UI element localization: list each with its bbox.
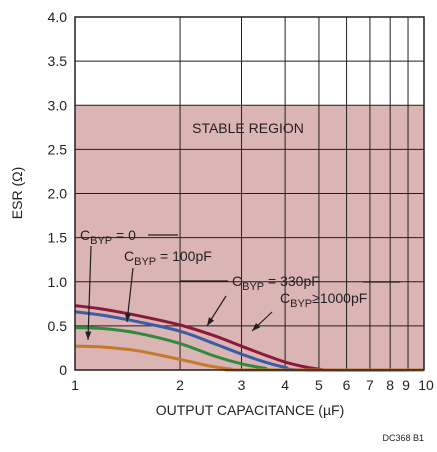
- x-tick-label: 4: [281, 377, 289, 393]
- y-tick-label: 2.5: [48, 141, 68, 157]
- y-axis-title: ESR (Ω): [9, 167, 25, 219]
- x-tick-label: 5: [315, 377, 323, 393]
- x-tick-label: 8: [386, 377, 394, 393]
- y-tick-label: 1.5: [48, 230, 68, 246]
- x-axis-title: OUTPUT CAPACITANCE (µF): [156, 402, 345, 418]
- x-tick-label: 2: [176, 377, 184, 393]
- y-tick-label: 3.5: [48, 53, 68, 69]
- stable-region-label: STABLE REGION: [192, 120, 304, 136]
- arrow-head: [124, 313, 132, 322]
- annotation-cbyp-0: CBYP = 0: [80, 227, 136, 247]
- svg-text:CBYP = 0: CBYP = 0: [80, 227, 136, 247]
- y-tick-label: 3.0: [48, 97, 68, 113]
- y-tick-label: 2.0: [48, 186, 68, 202]
- x-tick-label: 6: [343, 377, 351, 393]
- x-tick-label: 10: [418, 377, 434, 393]
- y-tick-label: 1.0: [48, 274, 68, 290]
- tick-labels: 1 2 3 4 5 6 7 8 9 10 0 0.5 1.0 1.5 2.0 2.5 3.0 3.5 4.0: [48, 9, 434, 393]
- svg-text:CBYP≥1000pF: CBYP≥1000pF: [280, 290, 367, 310]
- x-tick-label: 9: [402, 377, 410, 393]
- arrow-head: [85, 331, 92, 340]
- svg-text:CBYP = 100pF: CBYP = 100pF: [124, 248, 212, 268]
- x-tick-label: 3: [238, 377, 246, 393]
- annotation-cbyp-100: CBYP = 100pF: [124, 248, 212, 268]
- x-tick-label: 7: [366, 377, 374, 393]
- annotation-cbyp-330: CBYP = 330pF: [232, 273, 320, 293]
- arrow-line: [126, 267, 134, 323]
- arrow-line: [87, 245, 92, 341]
- x-tick-label: 1: [71, 377, 79, 393]
- annotation-arrows: [85, 234, 400, 341]
- plot-border: [74, 16, 425, 371]
- arrow-head: [252, 322, 261, 331]
- annotation-cbyp-1000: CBYP≥1000pF: [280, 290, 367, 310]
- arrow-head: [207, 317, 215, 326]
- y-tick-label: 4.0: [48, 9, 68, 25]
- figure-reference: DC368 B1: [382, 433, 424, 443]
- svg-text:CBYP = 330pF: CBYP = 330pF: [232, 273, 320, 293]
- y-tick-label: 0: [59, 362, 67, 378]
- y-tick-label: 0.5: [48, 318, 68, 334]
